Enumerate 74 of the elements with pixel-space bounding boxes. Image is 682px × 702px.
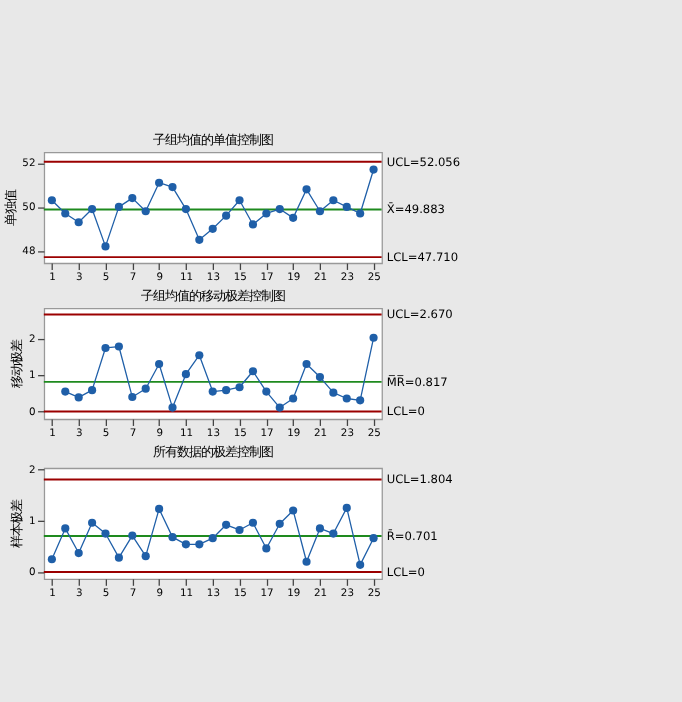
point [61,209,70,218]
point [141,552,150,561]
point [329,196,338,205]
point [168,533,177,542]
point [222,520,231,529]
point [315,372,325,382]
point [275,519,284,528]
point [289,506,298,515]
point [235,196,244,205]
point [342,394,351,403]
point [101,529,110,538]
point [114,342,123,351]
point [222,386,231,395]
point [302,557,311,566]
point [155,359,164,369]
point [329,388,338,397]
point [61,524,70,533]
point [369,534,378,543]
point [262,209,271,218]
point [369,165,378,174]
point [74,218,83,227]
point [47,196,56,205]
point [356,396,365,405]
point [88,205,97,214]
point [275,403,284,412]
point [47,555,56,564]
point [222,211,231,220]
point [302,185,311,194]
point [155,504,164,513]
point [329,529,338,538]
point [155,178,164,187]
point [168,403,177,412]
point [195,235,204,244]
point [356,560,365,569]
point [88,518,97,527]
point [114,553,123,562]
point [315,524,325,533]
point [181,370,190,379]
point [342,202,351,211]
point [248,367,258,376]
point [195,351,204,360]
point [248,518,258,527]
point [74,393,83,402]
point [262,544,271,553]
point [168,183,177,192]
point [302,359,311,369]
point [369,333,378,342]
point [275,205,284,214]
point [262,387,271,396]
point [128,531,137,540]
point [342,503,351,512]
point [356,209,365,218]
point [114,202,123,211]
point [235,383,244,392]
point [208,387,217,396]
point [195,540,204,549]
point [101,343,110,353]
point [315,207,325,216]
point [128,194,137,203]
point [235,525,244,535]
point [289,213,298,222]
point [208,224,217,233]
point [181,205,190,214]
point [61,387,70,396]
point [208,534,217,543]
point [101,242,110,251]
point [248,220,258,229]
point [141,384,150,393]
point [74,548,83,558]
point [88,386,97,395]
point [181,540,190,549]
point [141,207,150,216]
point [128,392,137,402]
point [289,394,298,403]
